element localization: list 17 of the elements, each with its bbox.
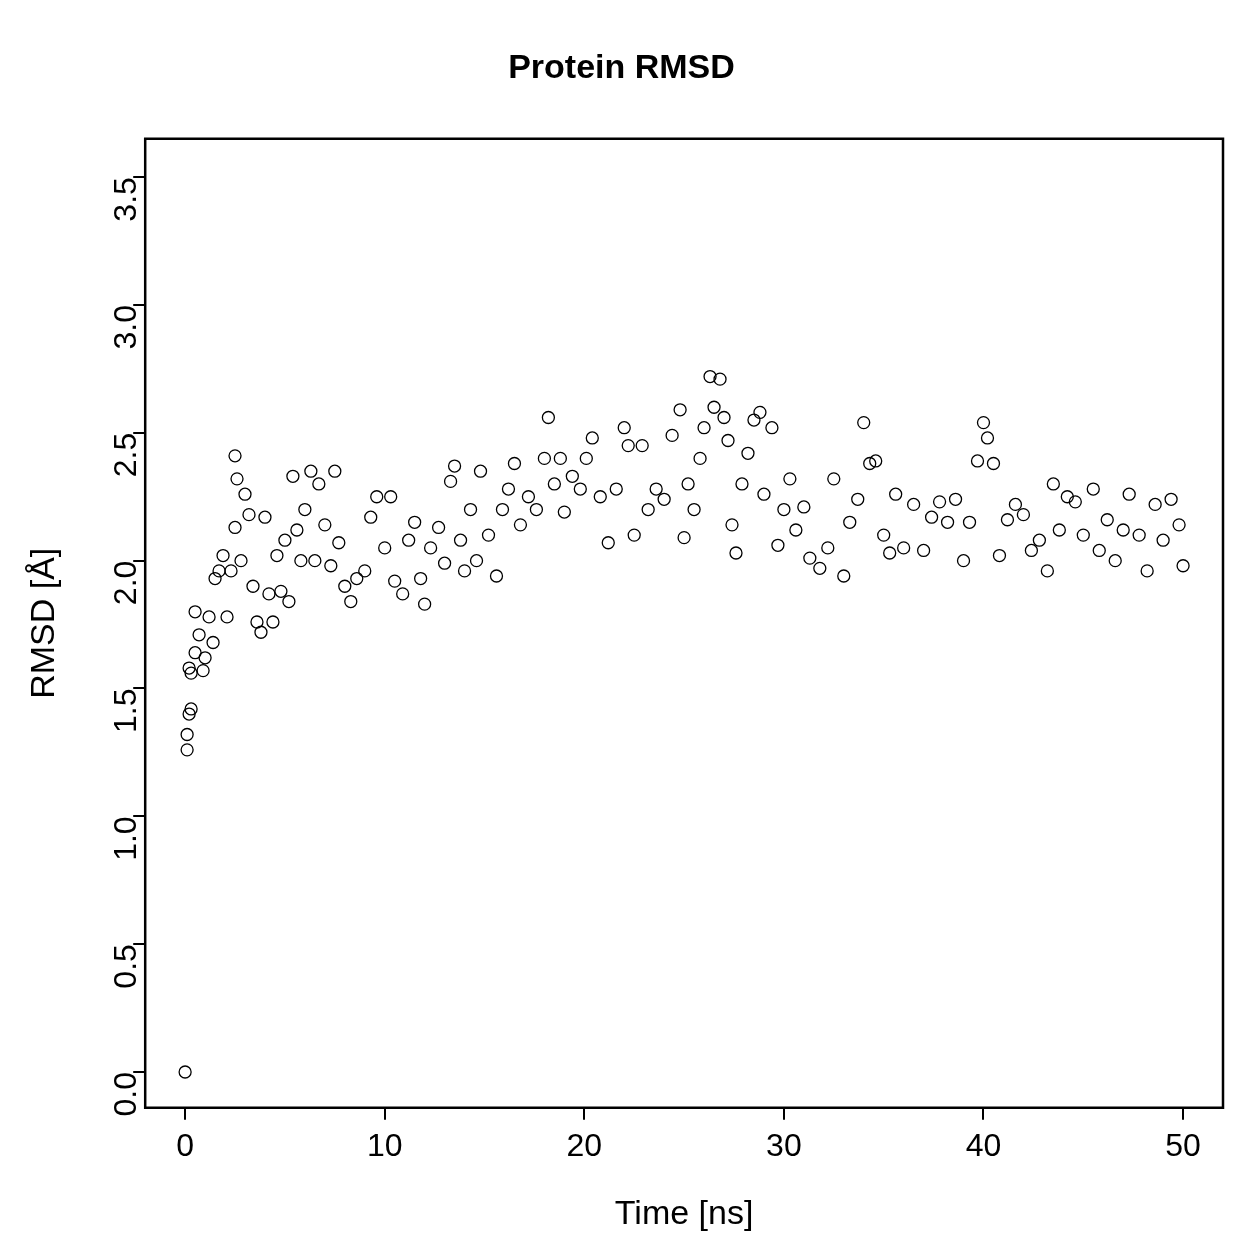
y-axis-title: RMSD [Å]	[22, 547, 61, 699]
y-tick-label: 0.0	[107, 1072, 144, 1117]
y-tick-label: 3.5	[107, 177, 144, 222]
y-tick-label: 1.5	[107, 688, 144, 733]
y-tick-label: 1.0	[107, 816, 144, 861]
x-tick-label: 50	[1165, 1126, 1201, 1163]
x-tick-label: 30	[766, 1126, 802, 1163]
y-tick-label: 3.0	[107, 304, 144, 350]
x-axis-title: Time [ns]	[614, 1192, 754, 1231]
x-tick-label: 40	[965, 1126, 1002, 1163]
y-tick-label: 0.5	[107, 944, 144, 989]
y-tick-label: 2.5	[107, 432, 144, 478]
x-tick-label: 0	[176, 1126, 195, 1163]
y-tick-label: 2.0	[107, 560, 144, 606]
x-tick-label: 20	[566, 1126, 603, 1163]
chart-title: Protein RMSD	[508, 46, 735, 85]
x-tick-label: 10	[366, 1126, 403, 1163]
